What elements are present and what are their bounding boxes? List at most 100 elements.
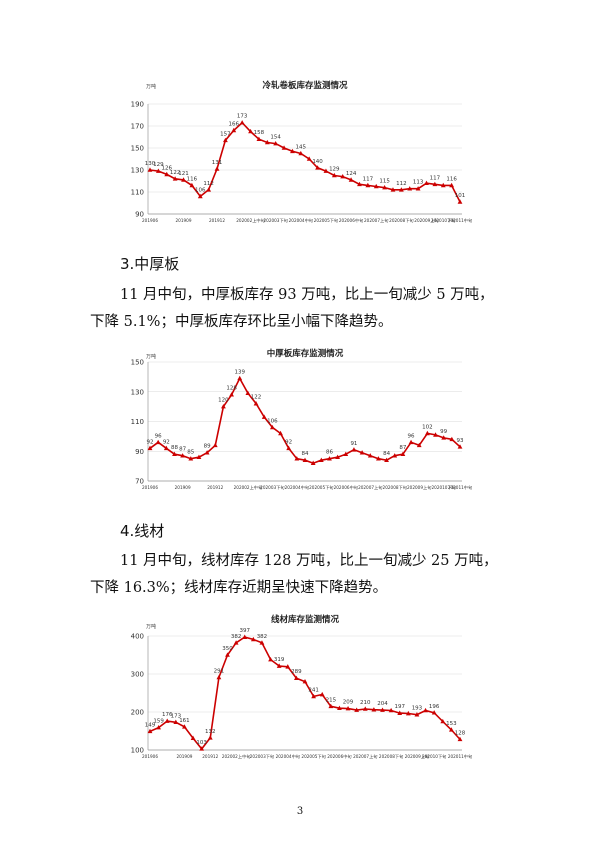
data-label: 241 bbox=[308, 687, 319, 693]
data-point bbox=[441, 435, 447, 440]
data-label: 289 bbox=[291, 669, 302, 675]
data-label: 132 bbox=[205, 729, 216, 735]
data-point bbox=[337, 705, 342, 710]
x-tick-label: 202008下旬 bbox=[383, 484, 407, 491]
data-point bbox=[365, 182, 371, 188]
data-label: 176 bbox=[162, 712, 173, 718]
data-point bbox=[449, 436, 455, 442]
x-tick-label: 202003下旬 bbox=[250, 753, 274, 760]
data-point bbox=[285, 664, 291, 669]
data-label: 128 bbox=[455, 730, 466, 736]
data-label: 121 bbox=[178, 171, 189, 177]
data-point bbox=[318, 457, 324, 462]
x-tick-label: 202007上旬 bbox=[358, 484, 382, 491]
data-label: 117 bbox=[363, 176, 374, 182]
data-point bbox=[431, 710, 437, 715]
x-tick-label: 202002上中旬 bbox=[222, 753, 251, 760]
data-point bbox=[457, 199, 463, 204]
data-point bbox=[311, 693, 317, 699]
data-label: 120 bbox=[218, 398, 229, 404]
data-label: 149 bbox=[145, 722, 156, 728]
x-tick-label: 202002上中旬 bbox=[234, 484, 263, 491]
data-point bbox=[245, 390, 251, 396]
section-3-line-2: 下降 5.1%；中厚板库存环比呈小幅下降趋势。 bbox=[90, 314, 393, 330]
y-tick-label: 90 bbox=[135, 211, 144, 219]
data-point bbox=[340, 174, 346, 179]
y-tick-label: 200 bbox=[131, 709, 144, 717]
data-label: 139 bbox=[234, 369, 245, 375]
data-point bbox=[207, 735, 213, 740]
data-label: 153 bbox=[446, 721, 457, 727]
chart-title: 中厚板库存监测情况 bbox=[267, 348, 344, 359]
data-label: 84 bbox=[302, 451, 309, 457]
data-label: 382 bbox=[231, 634, 242, 640]
data-label: 350 bbox=[222, 646, 233, 652]
y-tick-label: 90 bbox=[135, 448, 144, 456]
data-point bbox=[423, 707, 428, 713]
data-label: 166 bbox=[229, 121, 240, 127]
data-label: 91 bbox=[350, 441, 357, 447]
data-label: 92 bbox=[147, 439, 154, 445]
data-point bbox=[199, 746, 205, 751]
data-label: 158 bbox=[254, 130, 265, 136]
data-point bbox=[155, 439, 161, 445]
data-label: 129 bbox=[153, 162, 164, 168]
data-point bbox=[172, 451, 177, 457]
y-tick-label: 400 bbox=[131, 633, 144, 641]
data-point bbox=[173, 719, 179, 725]
data-label: 173 bbox=[171, 713, 182, 719]
data-point bbox=[448, 727, 454, 732]
data-point bbox=[147, 728, 153, 734]
section-4-paragraph: 11 月中旬，线材库存 128 万吨，比上一旬减少 25 万吨， 下降 16.3… bbox=[90, 548, 540, 602]
data-label: 173 bbox=[237, 114, 248, 120]
x-tick-label: 202009上旬 bbox=[414, 217, 438, 224]
data-point bbox=[196, 454, 202, 459]
x-tick-label: 202010下旬 bbox=[431, 484, 455, 491]
data-point bbox=[225, 652, 230, 657]
data-label: 319 bbox=[274, 657, 285, 663]
chart-cold-rolled-svg: 冷轧卷板库存监测情况 万吨 90 110 130 150 170 190 201906 20190… bbox=[131, 80, 473, 224]
x-tick-label: 201909 bbox=[175, 485, 191, 490]
data-point bbox=[261, 414, 267, 419]
data-point bbox=[310, 460, 316, 465]
x-tick-label: 202008下旬 bbox=[389, 217, 413, 224]
data-label: 159 bbox=[153, 719, 164, 725]
data-point bbox=[147, 167, 153, 172]
data-point bbox=[248, 128, 253, 134]
data-label: 126 bbox=[162, 165, 173, 171]
data-point bbox=[278, 430, 283, 436]
data-point bbox=[440, 718, 446, 724]
series-line bbox=[149, 636, 461, 751]
chart-medium-plate: 中厚板库存监测情况 万吨 70 90 110 130 150 201906 201909 2019… bbox=[0, 344, 600, 496]
data-point bbox=[371, 707, 377, 712]
y-tick-label: 100 bbox=[131, 747, 144, 755]
data-label: 197 bbox=[394, 704, 405, 710]
data-label: 291 bbox=[214, 668, 225, 674]
data-point bbox=[264, 139, 270, 145]
data-point bbox=[398, 187, 404, 192]
chart-title: 冷轧卷板库存监测情况 bbox=[262, 80, 348, 91]
data-label: 122 bbox=[251, 395, 262, 401]
chart-medium-plate-svg: 中厚板库存监测情况 万吨 70 90 110 130 150 201906 201909 2019… bbox=[131, 348, 473, 491]
data-point bbox=[181, 177, 186, 182]
data-point bbox=[189, 182, 195, 188]
data-point bbox=[242, 634, 248, 639]
x-tick-label: 202010下旬 bbox=[431, 217, 455, 224]
data-point bbox=[414, 712, 420, 717]
data-point bbox=[408, 439, 414, 445]
data-point bbox=[335, 454, 341, 459]
data-point bbox=[359, 450, 365, 455]
data-label: 128 bbox=[226, 386, 237, 392]
data-point bbox=[281, 145, 287, 150]
data-label: 124 bbox=[346, 171, 357, 177]
data-label: 92 bbox=[285, 439, 292, 445]
data-label: 99 bbox=[440, 429, 447, 435]
section-4-line-1: 11 月中旬，线材库存 128 万吨，比上一旬减少 25 万吨， bbox=[120, 553, 498, 569]
data-point bbox=[286, 445, 292, 451]
data-point bbox=[351, 447, 357, 452]
data-label: 93 bbox=[457, 438, 464, 444]
x-tick-label: 202004中旬 bbox=[289, 217, 313, 224]
y-tick-label: 130 bbox=[131, 388, 144, 396]
y-tick-label: 130 bbox=[131, 167, 144, 175]
x-tick-label: 201909 bbox=[176, 218, 192, 223]
